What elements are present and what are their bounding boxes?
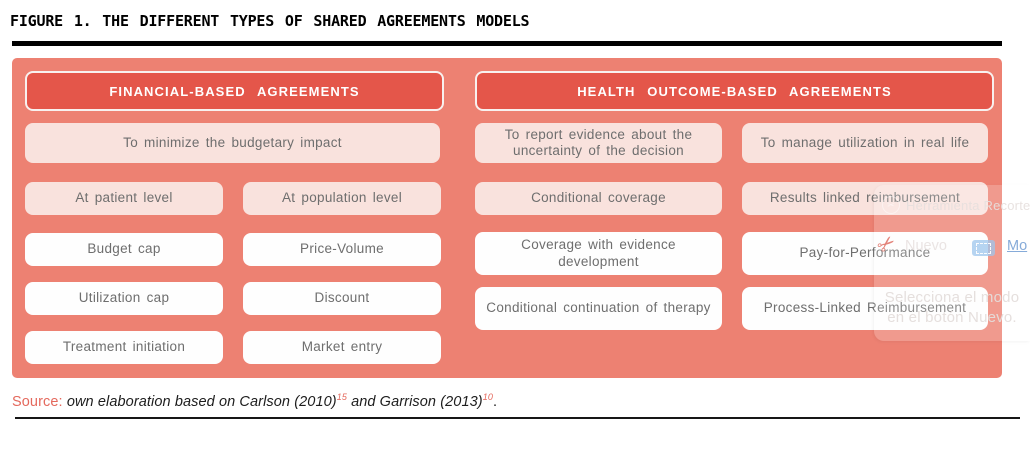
snipping-tool-app-icon: ✂ <box>882 196 900 214</box>
patient-level-box: At patient level <box>25 182 223 215</box>
figure-title: FIGURE 1. THE DIFFERENT TYPES OF SHARED … <box>10 12 530 30</box>
scissors-icon: ✂ <box>872 230 901 259</box>
source-text-2: and Garrison (2013) <box>346 393 483 410</box>
health-goal-evidence-box: To report evidence about the uncertainty… <box>475 123 722 163</box>
conditional-continuation-box: Conditional continuation of therapy <box>475 287 722 330</box>
treatment-initiation-box: Treatment initiation <box>25 331 223 364</box>
process-linked-box: Process-Linked Reimbursement <box>742 287 988 330</box>
snipping-tool-title: Herramienta Recortes <box>906 198 1030 213</box>
mode-menu-button[interactable]: Mo <box>1007 238 1028 254</box>
coverage-evidence-box: Coverage with evidence development <box>475 232 722 275</box>
pay-for-performance-box: Pay-for-Performance <box>742 232 988 275</box>
health-goal-utilization-box: To manage utilization in real life <box>742 123 988 163</box>
reference-10: 10 <box>482 392 493 402</box>
financial-goal-box: To minimize the budgetary impact <box>25 123 440 163</box>
snipping-tool-hint: Selecciona el modo en el botón Nuevo. <box>874 288 1030 329</box>
new-snip-button[interactable]: Nuevo <box>905 238 947 254</box>
budget-cap-box: Budget cap <box>25 233 223 266</box>
hint-line-1: Selecciona el modo <box>884 289 1020 306</box>
snipping-tool-ghost-window: ✂ Herramienta Recortes ✂ Nuevo Mo Selecc… <box>872 185 1030 341</box>
price-volume-box: Price-Volume <box>243 233 441 266</box>
health-agreements-header: HEALTH OUTCOME-BASED AGREEMENTS <box>475 71 994 111</box>
utilization-cap-box: Utilization cap <box>25 282 223 315</box>
market-entry-box: Market entry <box>243 331 441 364</box>
results-linked-box: Results linked reimbursement <box>742 182 988 215</box>
bottom-rule <box>15 417 1020 419</box>
conditional-coverage-box: Conditional coverage <box>475 182 722 215</box>
source-period: . <box>492 393 498 410</box>
snip-mode-icon[interactable] <box>972 240 995 256</box>
source-label: Source: <box>12 393 63 410</box>
title-rule <box>12 41 1002 46</box>
discount-box: Discount <box>243 282 441 315</box>
agreements-diagram-panel: FINANCIAL-BASED AGREEMENTS HEALTH OUTCOM… <box>12 58 1002 378</box>
reference-15: 15 <box>336 392 347 402</box>
hint-line-2: en el botón Nuevo. <box>887 309 1017 327</box>
source-citation: Source: own elaboration based on Carlson… <box>12 392 497 410</box>
financial-agreements-header: FINANCIAL-BASED AGREEMENTS <box>25 71 444 111</box>
source-text-1: own elaboration based on Carlson (2010) <box>66 393 337 410</box>
population-level-box: At population level <box>243 182 441 215</box>
